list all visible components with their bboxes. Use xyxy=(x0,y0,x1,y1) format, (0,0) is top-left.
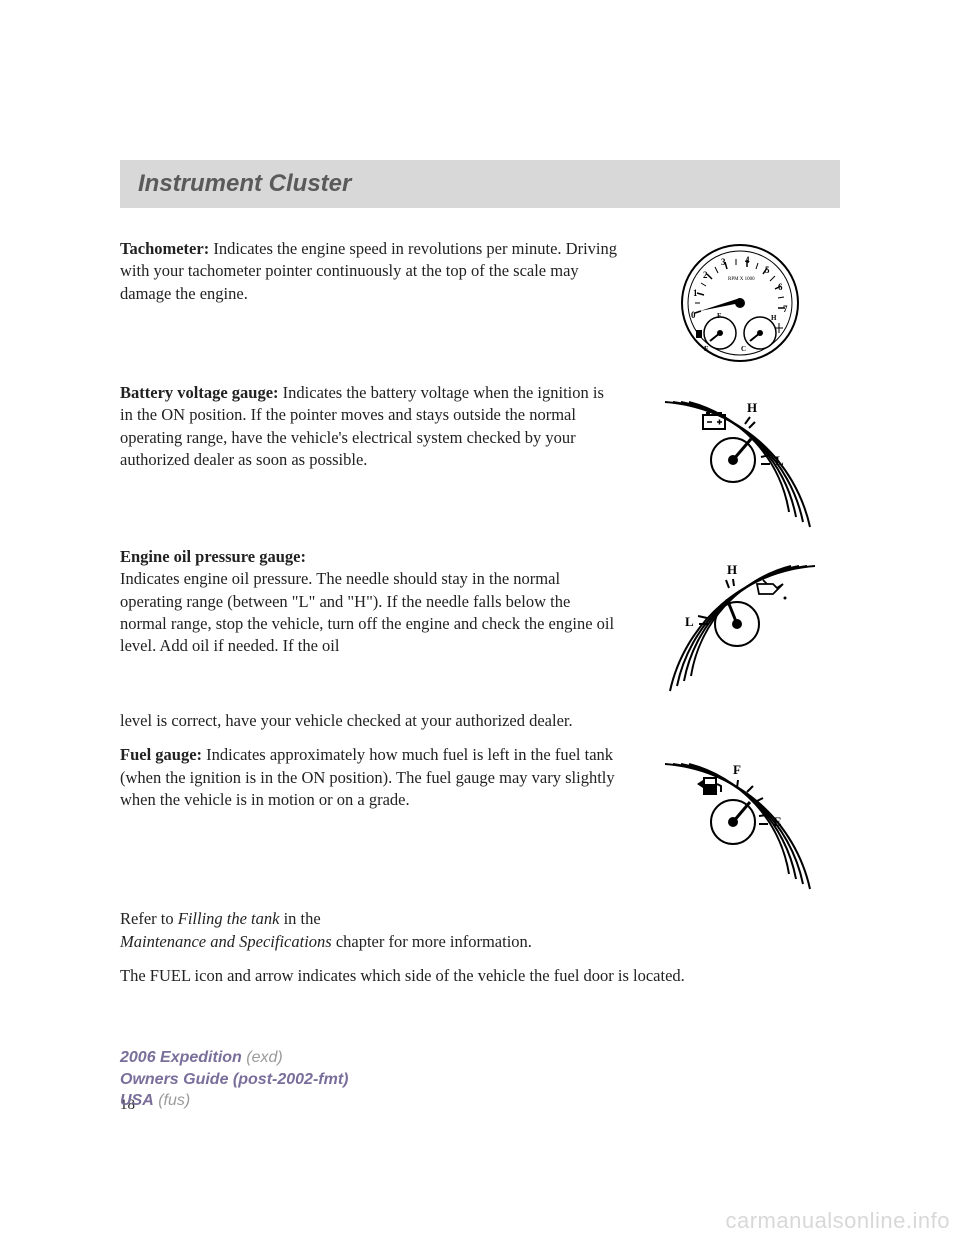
oil-body-full: level is correct, have your vehicle chec… xyxy=(120,710,840,732)
footer-line2: Owners Guide (post-2002-fmt) xyxy=(120,1069,348,1091)
fuel-icon-note: The FUEL icon and arrow indicates which … xyxy=(120,965,840,987)
oil-gauge-icon: H L xyxy=(655,546,825,696)
page-content: Instrument Cluster Tachometer: Indicates… xyxy=(0,0,960,1114)
fuel-label: Fuel gauge: xyxy=(120,745,202,764)
tachometer-icon: 0 1 2 3 4 5 6 7 RPM X 1000 F E C H xyxy=(665,238,815,368)
svg-text:2: 2 xyxy=(703,270,708,280)
svg-text:0: 0 xyxy=(691,310,696,320)
svg-text:H: H xyxy=(771,314,777,322)
svg-text:RPM X 1000: RPM X 1000 xyxy=(728,277,755,282)
fuel-section: Fuel gauge: Indicates approximately how … xyxy=(120,744,840,894)
svg-text:1: 1 xyxy=(693,288,698,298)
footer-guide: Owners Guide (post-2002-fmt) xyxy=(120,1071,348,1088)
footer-usa: USA xyxy=(120,1092,154,1109)
oil-figure: H L xyxy=(640,546,840,696)
fuel-figure: F E xyxy=(640,744,840,894)
battery-figure: H L xyxy=(640,382,840,532)
chapter-title: Instrument Cluster xyxy=(138,170,822,198)
svg-text:F: F xyxy=(717,312,721,320)
battery-label: Battery voltage gauge: xyxy=(120,383,279,402)
svg-text:6: 6 xyxy=(778,282,783,292)
svg-text:C: C xyxy=(741,345,746,353)
svg-text:H: H xyxy=(747,400,757,415)
refer-italic2: Maintenance and Specifications xyxy=(120,932,332,951)
svg-text:3: 3 xyxy=(721,257,726,267)
svg-text:E: E xyxy=(773,814,782,829)
refer-post: chapter for more information. xyxy=(332,932,532,951)
svg-text:F: F xyxy=(733,762,741,777)
footer-code1: (exd) xyxy=(242,1049,283,1066)
tachometer-label: Tachometer: xyxy=(120,239,209,258)
svg-text:7: 7 xyxy=(783,304,788,314)
footer-code3: (fus) xyxy=(154,1092,190,1109)
oil-section: Engine oil pressure gauge: Indicates eng… xyxy=(120,546,840,696)
refer-italic1: Filling the tank xyxy=(178,909,280,928)
refer-pre: Refer to xyxy=(120,909,178,928)
oil-text: Engine oil pressure gauge: Indicates eng… xyxy=(120,546,640,657)
svg-text:L: L xyxy=(775,453,784,468)
footer-model: 2006 Expedition xyxy=(120,1049,242,1066)
svg-text:5: 5 xyxy=(765,265,770,275)
battery-gauge-icon: H L xyxy=(655,382,825,532)
tachometer-figure: 0 1 2 3 4 5 6 7 RPM X 1000 F E C H xyxy=(640,238,840,368)
svg-text:4: 4 xyxy=(745,255,750,265)
oil-label: Engine oil pressure gauge: xyxy=(120,547,306,566)
svg-text:E: E xyxy=(704,345,709,353)
refer-mid: in the xyxy=(279,909,320,928)
battery-section: Battery voltage gauge: Indicates the bat… xyxy=(120,382,840,532)
chapter-header: Instrument Cluster xyxy=(120,160,840,208)
fuel-gauge-icon: F E xyxy=(655,744,825,894)
refer-paragraph: Refer to Filling the tank in the Mainten… xyxy=(120,908,840,953)
fuel-text: Fuel gauge: Indicates approximately how … xyxy=(120,744,640,811)
svg-text:L: L xyxy=(685,614,694,629)
footer: 2006 Expedition (exd) Owners Guide (post… xyxy=(120,1047,348,1112)
footer-line1: 2006 Expedition (exd) xyxy=(120,1047,348,1069)
watermark: carmanualsonline.info xyxy=(725,1208,950,1234)
tachometer-section: Tachometer: Indicates the engine speed i… xyxy=(120,238,840,368)
tachometer-text: Tachometer: Indicates the engine speed i… xyxy=(120,238,640,305)
svg-text:H: H xyxy=(727,562,737,577)
battery-text: Battery voltage gauge: Indicates the bat… xyxy=(120,382,640,471)
oil-body-top: Indicates engine oil pressure. The needl… xyxy=(120,569,614,655)
footer-line3: USA (fus) xyxy=(120,1090,348,1112)
